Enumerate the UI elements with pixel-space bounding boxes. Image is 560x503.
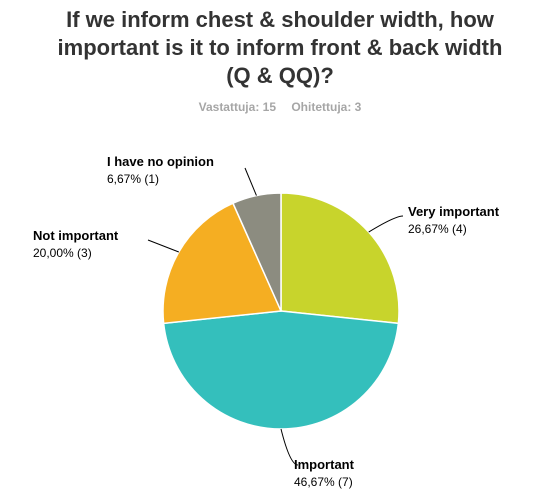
slice-label: Not important <box>33 228 119 243</box>
skipped-count: Ohitettuja: 3 <box>291 100 362 114</box>
pie-slice-important <box>162 310 400 430</box>
slice-value-label: 20,00% (3) <box>33 246 92 260</box>
leader-line <box>147 239 179 253</box>
slice-label: I have no opinion <box>107 154 214 169</box>
slice-value-label: 6,67% (1) <box>107 172 159 186</box>
chart-title: If we inform chest & shoulder width, how… <box>57 7 503 88</box>
leader-line <box>368 215 404 233</box>
slice-label: Very important <box>408 204 500 219</box>
pie-slice-very-important <box>280 192 400 325</box>
slice-value-label: 46,67% (7) <box>294 475 353 489</box>
pie-slice-i-have-no-opinion <box>231 192 282 312</box>
response-stats: Vastattuja: 15 Ohitettuja: 3 <box>0 100 560 114</box>
slice-label: Important <box>294 457 355 472</box>
answered-count: Vastattuja: 15 <box>198 100 276 114</box>
pie-slice-not-important <box>162 202 283 325</box>
leader-line <box>244 167 257 196</box>
leader-line <box>280 428 299 466</box>
slice-value-label: 26,67% (4) <box>408 222 467 236</box>
